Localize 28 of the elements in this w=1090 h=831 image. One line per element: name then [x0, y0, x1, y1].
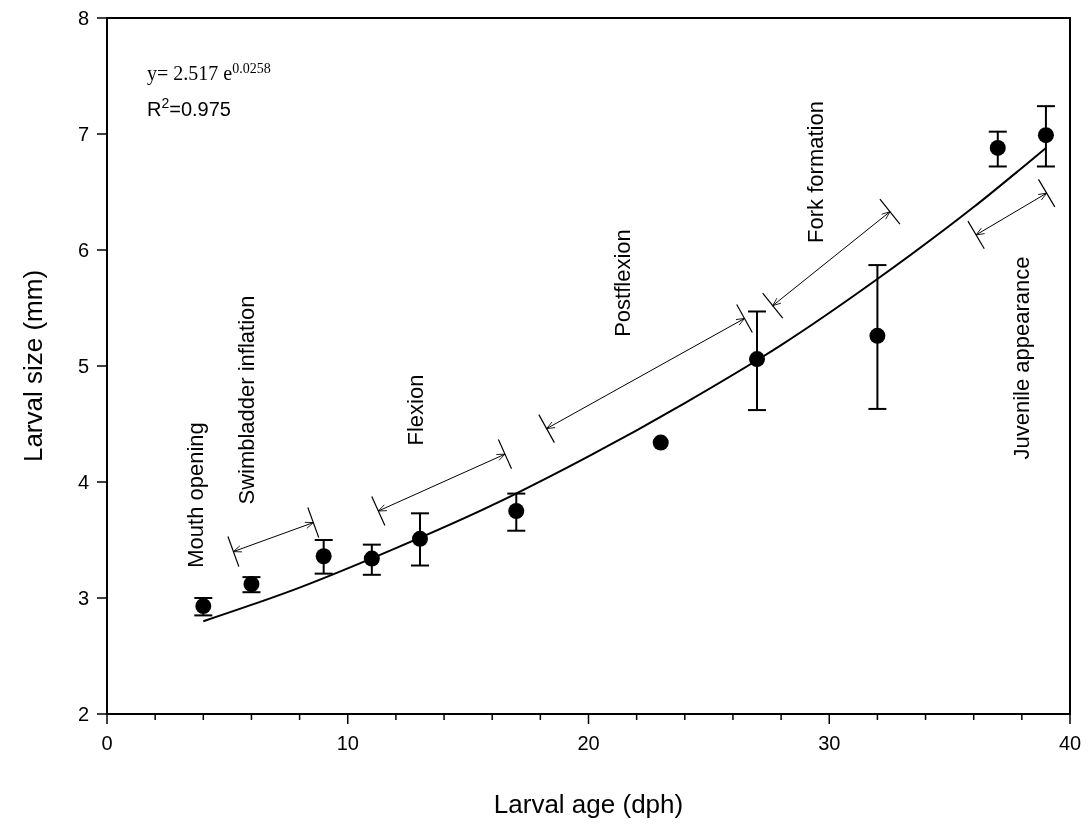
annotation: Postflexion: [610, 229, 635, 337]
annotation: Juvenile appearance: [1009, 256, 1034, 460]
x-tick-label: 30: [818, 732, 841, 754]
annotation: Mouth opening: [183, 422, 208, 568]
y-tick-label: 5: [77, 355, 89, 377]
point: [652, 434, 669, 451]
x-tick-label: 10: [336, 732, 359, 754]
y-tick-label: 6: [77, 239, 89, 261]
y-tick-label: 3: [77, 587, 89, 609]
x-axis-title: Larval age (dph): [493, 789, 684, 819]
annotation: R$^{2}$=0.975: [147, 95, 231, 120]
y-tick-label: 2: [77, 703, 89, 725]
x-tick-label: 20: [577, 732, 600, 754]
point: [315, 548, 332, 565]
y-tick-label: 8: [77, 7, 89, 29]
annotation: y= 2.517 e$^{0.0258}$: [147, 60, 271, 85]
x-tick-label: 0: [101, 732, 113, 754]
point: [1037, 127, 1054, 144]
annotation: Fork formation: [803, 101, 828, 243]
annotation: Swimbladder inflation: [234, 295, 259, 505]
y-tick-label: 7: [77, 123, 89, 145]
point: [508, 503, 525, 519]
point: [869, 327, 886, 344]
point: [989, 139, 1006, 156]
x-tick-label: 40: [1058, 732, 1082, 754]
y-axis-title: Larval size (mm): [18, 269, 48, 463]
y-tick-label: 4: [77, 471, 89, 493]
annotation: Flexion: [403, 374, 428, 446]
